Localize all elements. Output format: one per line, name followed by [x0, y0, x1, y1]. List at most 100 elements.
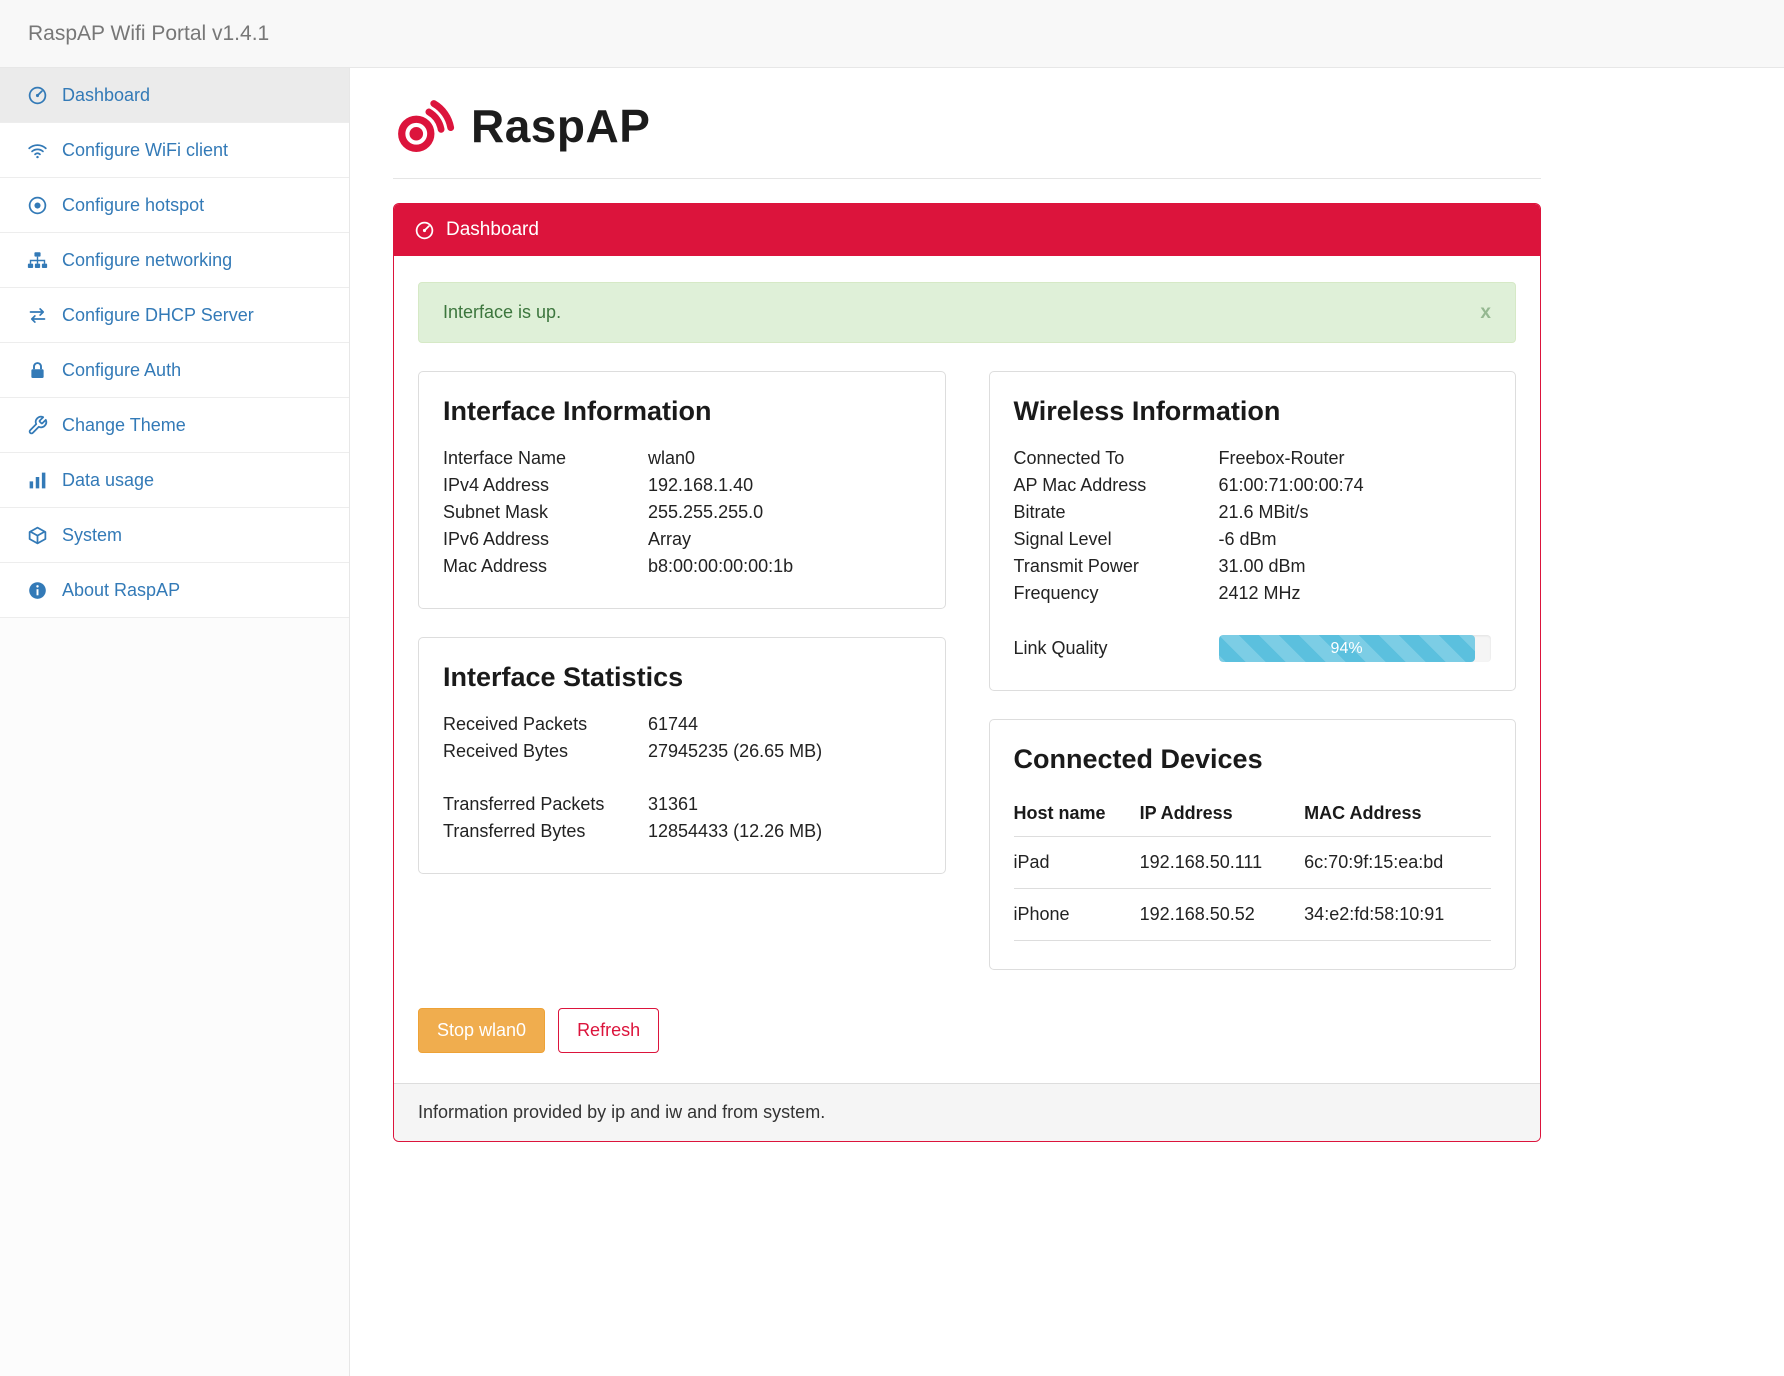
stat-row: Transferred Packets 31361	[443, 791, 921, 818]
interface-information-card: Interface Information Interface Name wla…	[418, 371, 946, 609]
row-label: Connected To	[1013, 448, 1125, 468]
connected-devices-card: Connected Devices Host name IP Address M…	[988, 719, 1516, 970]
interface-statistics-card: Interface Statistics Received Packets 61…	[418, 637, 946, 874]
sidebar-item-configure-auth[interactable]: Configure Auth	[0, 343, 349, 398]
wireless-row: Signal Level -6 dBm	[1014, 526, 1492, 553]
card-title: Wireless Information	[1013, 396, 1281, 426]
sidebar-item-label: Configure DHCP Server	[62, 304, 254, 325]
sidebar: Dashboard Configure WiFi client Configur…	[0, 68, 350, 1376]
wifi-icon	[24, 139, 50, 161]
row-value: 27945235 (26.65 MB)	[648, 741, 823, 761]
refresh-button[interactable]: Refresh	[558, 1008, 660, 1053]
alert-text: Interface is up.	[443, 302, 562, 322]
sidebar-item-label: Dashboard	[62, 84, 151, 105]
row-value: 61744	[648, 714, 699, 734]
row-value: 31361	[648, 794, 699, 814]
stat-row: Received Bytes 27945235 (26.65 MB)	[443, 738, 921, 765]
dashboard-icon	[24, 84, 50, 106]
sidebar-item-system[interactable]: System	[0, 508, 349, 563]
connected-devices-table: Host name IP Address MAC Address iPad	[1013, 793, 1491, 941]
sidebar-item-change-theme[interactable]: Change Theme	[0, 398, 349, 453]
mac-address-cell: 34:e2:fd:58:10:91	[1304, 888, 1491, 941]
column-header: MAC Address	[1304, 793, 1491, 837]
row-value: -6 dBm	[1218, 529, 1277, 549]
info-row: IPv6 Address Array	[443, 526, 921, 553]
row-label: IPv6 Address	[443, 529, 550, 549]
info-row: Subnet Mask 255.255.255.0	[443, 499, 921, 526]
app-layout: Dashboard Configure WiFi client Configur…	[0, 68, 1784, 1376]
sidebar-item-label: System	[62, 524, 123, 545]
row-label: Interface Name	[443, 448, 567, 468]
sidebar-item-label: About RaspAP	[62, 579, 181, 600]
column-header: IP Address	[1139, 793, 1305, 837]
dashboard-icon	[414, 220, 435, 241]
sitemap-icon	[24, 249, 50, 271]
stop-wlan0-button[interactable]: Stop wlan0	[418, 1008, 546, 1053]
wireless-row: Transmit Power 31.00 dBm	[1014, 553, 1492, 580]
panel-header: Dashboard	[394, 204, 1540, 256]
sidebar-item-label: Configure Auth	[62, 359, 182, 380]
row-label: Transferred Bytes	[443, 821, 586, 841]
link-quality-value: 94%	[1330, 639, 1363, 657]
row-label: Transmit Power	[1013, 556, 1139, 576]
link-quality-row: Link Quality 94%	[1013, 635, 1491, 662]
info-row: Mac Address b8:00:00:00:00:1b	[443, 553, 921, 580]
wireless-information-card: Wireless Information Connected To Freebo…	[988, 371, 1516, 691]
row-label: Mac Address	[443, 556, 548, 576]
row-label: IPv4 Address	[443, 475, 550, 495]
sidebar-item-configure-dhcp-server[interactable]: Configure DHCP Server	[0, 288, 349, 343]
alert-close-icon[interactable]: x	[1480, 302, 1491, 323]
card-title: Connected Devices	[1013, 744, 1263, 774]
sidebar-item-label: Data usage	[62, 469, 155, 490]
sidebar-item-data-usage[interactable]: Data usage	[0, 453, 349, 508]
sidebar-item-label: Configure networking	[62, 249, 233, 270]
row-value: 21.6 MBit/s	[1218, 502, 1309, 522]
link-quality-label: Link Quality	[1013, 638, 1108, 658]
row-label: Signal Level	[1013, 529, 1112, 549]
wireless-row: AP Mac Address 61:00:71:00:00:74	[1014, 472, 1492, 499]
sidebar-item-configure-wifi-client[interactable]: Configure WiFi client	[0, 123, 349, 178]
table-row: iPhone 192.168.50.52 34:e2:fd:58:10:91	[1013, 888, 1491, 941]
wireless-row: Frequency 2412 MHz	[1014, 580, 1492, 607]
brand-header: RaspAP	[393, 68, 1541, 179]
row-value: 2412 MHz	[1218, 583, 1301, 603]
sidebar-item-dashboard[interactable]: Dashboard	[0, 68, 349, 123]
ip-address-cell: 192.168.50.111	[1139, 836, 1305, 889]
panel-footer: Information provided by ip and iw and fr…	[394, 1083, 1540, 1141]
sidebar-item-label: Change Theme	[62, 414, 186, 435]
card-title: Interface Statistics	[443, 662, 684, 692]
sidebar-item-label: Configure WiFi client	[62, 139, 229, 160]
row-value: Array	[648, 529, 692, 549]
host-name-cell: iPad	[1013, 836, 1140, 889]
sidebar-item-label: Configure hotspot	[62, 194, 205, 215]
link-quality-fill: 94%	[1218, 635, 1475, 662]
row-value: b8:00:00:00:00:1b	[648, 556, 794, 576]
portal-title: RaspAP Wifi Portal v1.4.1	[28, 21, 270, 45]
link-quality-progressbar: 94%	[1218, 635, 1491, 662]
interface-status-alert: Interface is up. x	[418, 282, 1516, 343]
brand-name: RaspAP	[471, 100, 651, 152]
table-row: iPad 192.168.50.111 6c:70:9f:15:ea:bd	[1013, 836, 1491, 889]
row-label: Subnet Mask	[443, 502, 549, 522]
dot-circle-icon	[24, 194, 50, 216]
bar-chart-icon	[24, 469, 50, 491]
row-label: AP Mac Address	[1013, 475, 1147, 495]
table-header-row: Host name IP Address MAC Address	[1013, 793, 1491, 837]
sidebar-item-configure-networking[interactable]: Configure networking	[0, 233, 349, 288]
ip-address-cell: 192.168.50.52	[1139, 888, 1305, 941]
info-row: Interface Name wlan0	[443, 445, 921, 472]
lock-icon	[24, 359, 50, 381]
sidebar-item-configure-hotspot[interactable]: Configure hotspot	[0, 178, 349, 233]
row-value: wlan0	[648, 448, 696, 468]
exchange-icon	[24, 304, 50, 326]
row-value: 31.00 dBm	[1218, 556, 1306, 576]
raspap-logo-icon	[393, 94, 457, 158]
top-bar: RaspAP Wifi Portal v1.4.1	[0, 0, 1784, 68]
wireless-row: Bitrate 21.6 MBit/s	[1014, 499, 1492, 526]
sidebar-item-about-raspap[interactable]: About RaspAP	[0, 563, 349, 618]
card-title: Interface Information	[443, 396, 712, 426]
mac-address-cell: 6c:70:9f:15:ea:bd	[1304, 836, 1491, 889]
main-content: RaspAP Dashboard Interface is up. x	[350, 68, 1784, 1376]
row-label: Frequency	[1013, 583, 1099, 603]
column-header: Host name	[1013, 793, 1140, 837]
